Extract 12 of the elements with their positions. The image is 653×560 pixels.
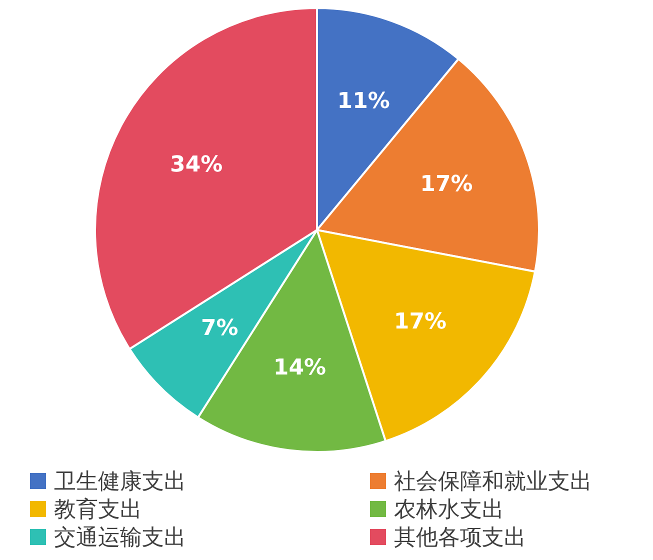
legend-label: 社会保障和就业支出 (394, 470, 592, 495)
legend-label: 农林水支出 (394, 498, 504, 523)
legend-label: 其他各项支出 (394, 526, 526, 551)
legend-label: 交通运输支出 (54, 526, 186, 551)
data-label: 17% (420, 172, 473, 198)
data-label: 14% (273, 355, 326, 380)
data-label: 17% (394, 310, 447, 335)
legend-label: 教育支出 (54, 496, 142, 523)
data-label: 34% (170, 152, 223, 178)
data-label: 11% (337, 89, 390, 114)
legend-label: 卫生健康支出 (54, 470, 186, 495)
data-label: 7% (200, 316, 238, 342)
